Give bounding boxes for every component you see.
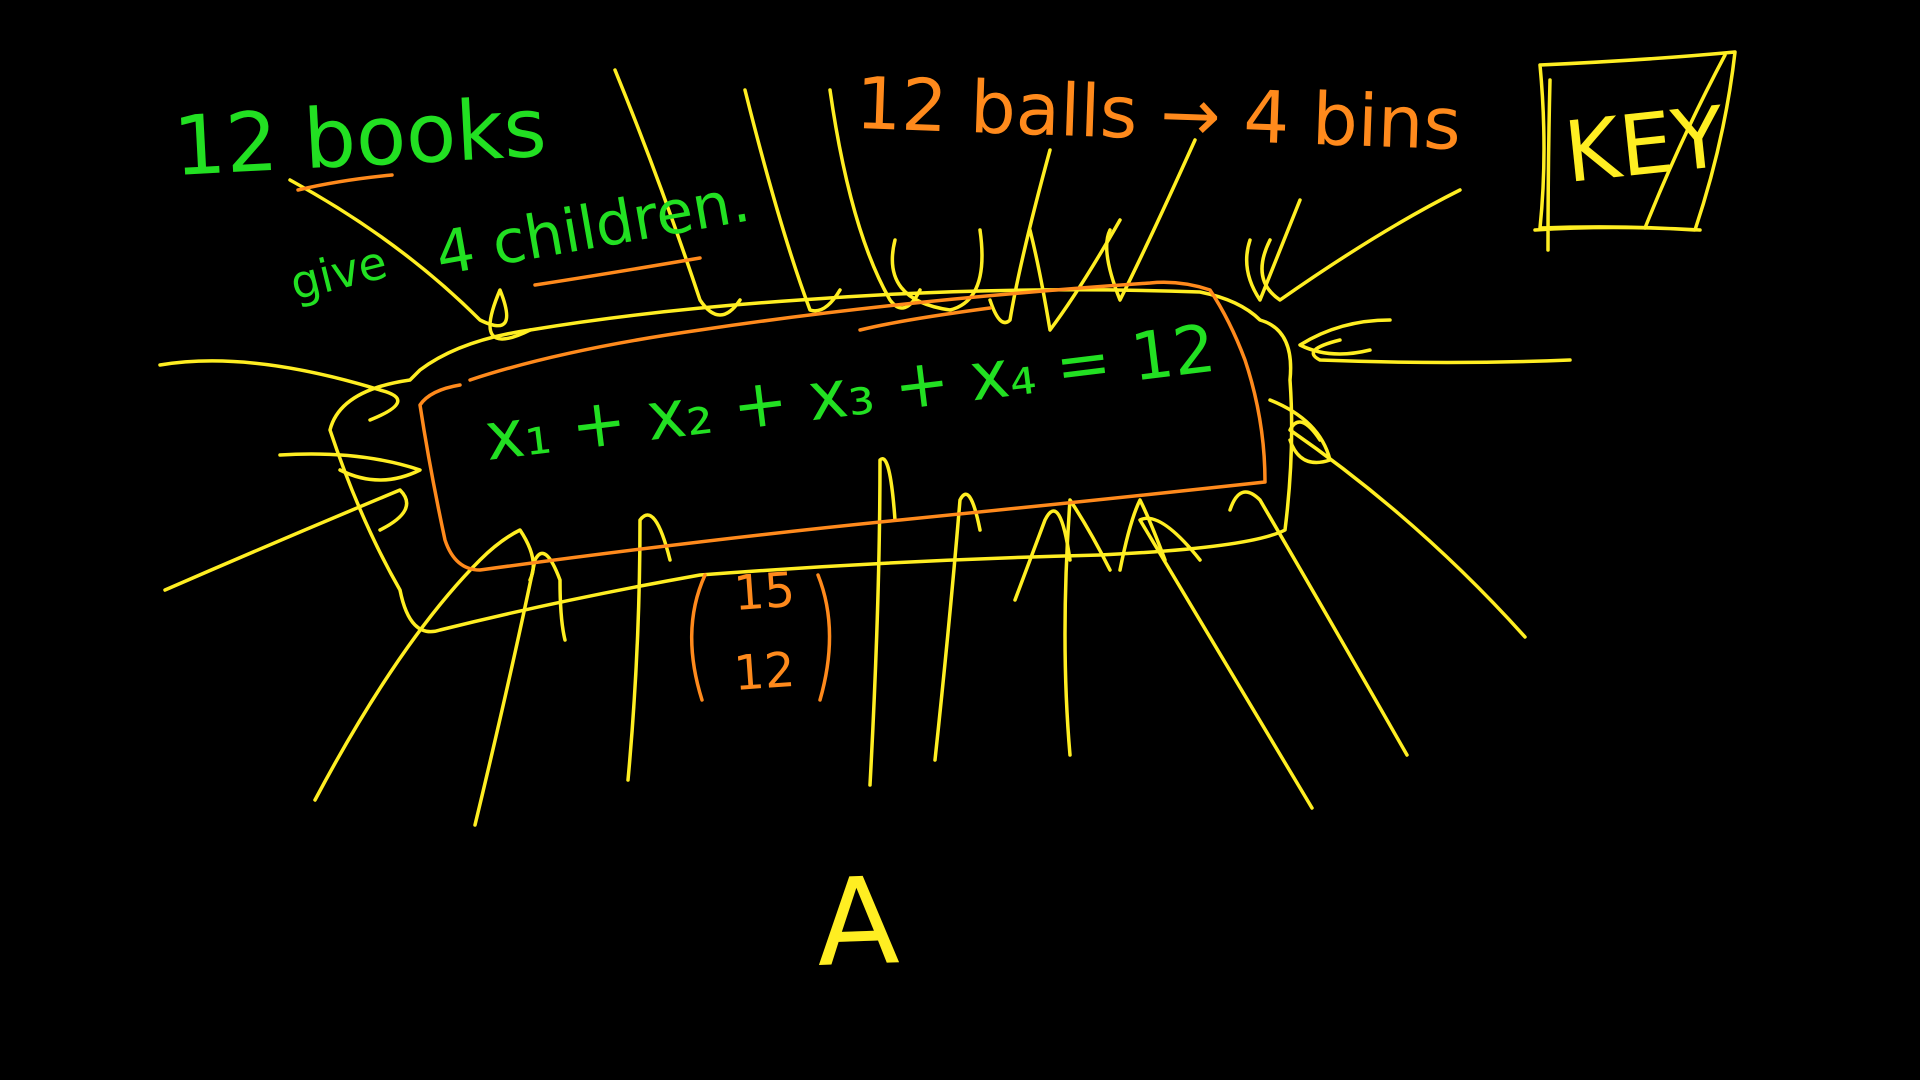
ray-bottom-3 [626,513,672,782]
underline-books [296,173,394,192]
orange-box [296,173,1267,702]
yellow-scribble-lines [158,68,1572,827]
ray-left-1 [158,359,400,422]
ray-bottom-5 [933,492,982,762]
text-12-balls-4-bins: 12 balls → 4 bins [854,61,1462,166]
ray-top-9 [1244,198,1302,302]
binom-paren-left [690,573,707,702]
ray-bottom-9 [1138,516,1314,810]
orange-box-path [418,280,1267,572]
key-box-frame [1533,50,1737,252]
ray-right-4 [1268,398,1332,465]
equation-text: x₁ + x₂ + x₃ + x₄ = 12 [481,310,1220,476]
ray-bottom-7 [1063,498,1112,757]
ray-bottom-8 [1118,498,1167,572]
ray-top-6 [988,148,1052,325]
key-label: KEY [1560,88,1730,202]
ray-right-1 [1311,338,1572,365]
ray-bottom-10 [1228,490,1409,757]
binom-bottom: 12 [732,642,797,702]
key-box-diagonal [1643,53,1727,230]
text-give: give [285,235,393,311]
bottom-letter-a: A [814,852,901,994]
ray-top-3 [743,88,842,313]
ray-bottom-6 [1013,509,1072,602]
ray-top-7 [1028,218,1122,332]
ray-bottom-2 [473,551,567,827]
ray-top-right [1260,188,1462,302]
underline-balls [858,306,992,332]
bottom-letter-group: A [814,852,901,994]
ray-bottom-1 [313,528,536,802]
text-4-children: 4 children. [430,166,754,290]
text-12-books: 12 books [171,81,548,195]
ray-top-8 [1104,138,1197,302]
ray-right-2 [1298,318,1392,356]
ray-top-5 [890,228,984,312]
binom-paren-right [816,573,832,702]
key-box: KEY [1533,50,1737,252]
ray-right-3 [1288,420,1527,639]
ray-bottom-4 [868,457,897,787]
ray-left-3 [163,488,409,592]
ray-top-1 [288,178,532,341]
underline-children [533,256,702,287]
yellow-outer-loop [328,288,1294,634]
ray-top-2 [613,68,742,317]
binom-top: 15 [732,562,797,622]
ray-left-2 [278,452,422,482]
ray-top-4 [828,88,922,310]
